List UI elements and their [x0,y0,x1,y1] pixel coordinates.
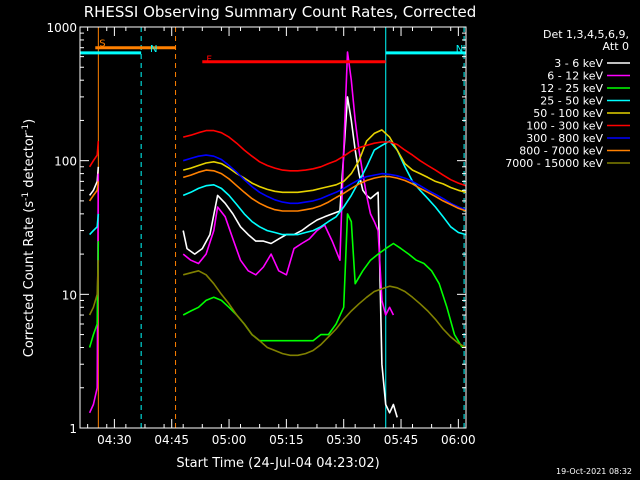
legend-header-attenuator: Att 0 [603,40,629,53]
series-line-9-pre [88,260,100,316]
legend-label: 7000 - 15000 keV [505,157,603,170]
legend-label: 800 - 7000 keV [519,145,603,158]
y-axis-label: Corrected Count Rate (s-1 detector-1) [21,119,37,357]
x-tick-label: 05:00 [212,433,247,447]
flag-bars: S N N F [80,39,466,66]
legend-label: 50 - 100 keV [533,107,603,120]
series-line-7-post [182,154,467,211]
flag-label-4: F [206,55,212,66]
plot-frame [79,26,467,429]
series-line-2-post [182,51,395,316]
legend-label: 6 - 12 keV [547,70,603,83]
x-tick-label: 05:30 [326,433,361,447]
x-tick-label: 05:45 [384,433,419,447]
flag-label-3: N [456,44,463,55]
reference-lines [97,27,465,428]
y-axis-ticks: 1 10 100 1000 [46,21,466,436]
x-tick-label: 06:00 [441,433,476,447]
legend-label: 300 - 800 keV [526,132,603,145]
y-tick-label: 10 [62,288,77,302]
y-tick-label: 1 [69,422,77,436]
series-line-5-post [182,129,467,194]
series-line-6-pre [88,141,100,168]
x-axis-label: Start Time (24-Jul-04 04:23:02) [176,456,379,471]
legend-label: 100 - 300 keV [526,120,603,133]
legend-label: 25 - 50 keV [540,95,603,108]
y-tick-label: 1000 [46,21,77,35]
series-line-8-post [182,169,467,212]
y-tick-label: 100 [54,155,77,169]
x-tick-label: 05:15 [269,433,304,447]
series-line-8-pre [88,181,100,202]
legend-label: 12 - 25 keV [540,82,603,95]
x-tick-label: 04:45 [154,433,189,447]
series-line-1-post [182,96,398,418]
series-lines [88,51,467,418]
flag-label-2: N [150,44,157,55]
footer-timestamp: 19-Oct-2021 08:32 [556,467,632,476]
flag-label-1: S [99,39,105,50]
x-axis-ticks: 04:30 04:45 05:00 05:15 05:30 05:45 06:00 [87,27,476,447]
chart-title: RHESSI Observing Summary Count Rates, Co… [84,3,477,21]
legend-label: 3 - 6 keV [554,57,603,70]
series-line-4-post [182,140,467,236]
series-line-9-post [182,269,467,357]
x-tick-label: 04:30 [97,433,132,447]
series-line-6-post [183,129,467,187]
series-line-3-post [182,213,463,348]
plot-area: S N N F 04:30 04:45 05:00 05:15 05:30 05:45 06:00… [46,21,475,447]
legend-header-detectors: Det 1,3,4,5,6,9, [543,28,629,41]
series-line-4-pre [89,213,100,236]
